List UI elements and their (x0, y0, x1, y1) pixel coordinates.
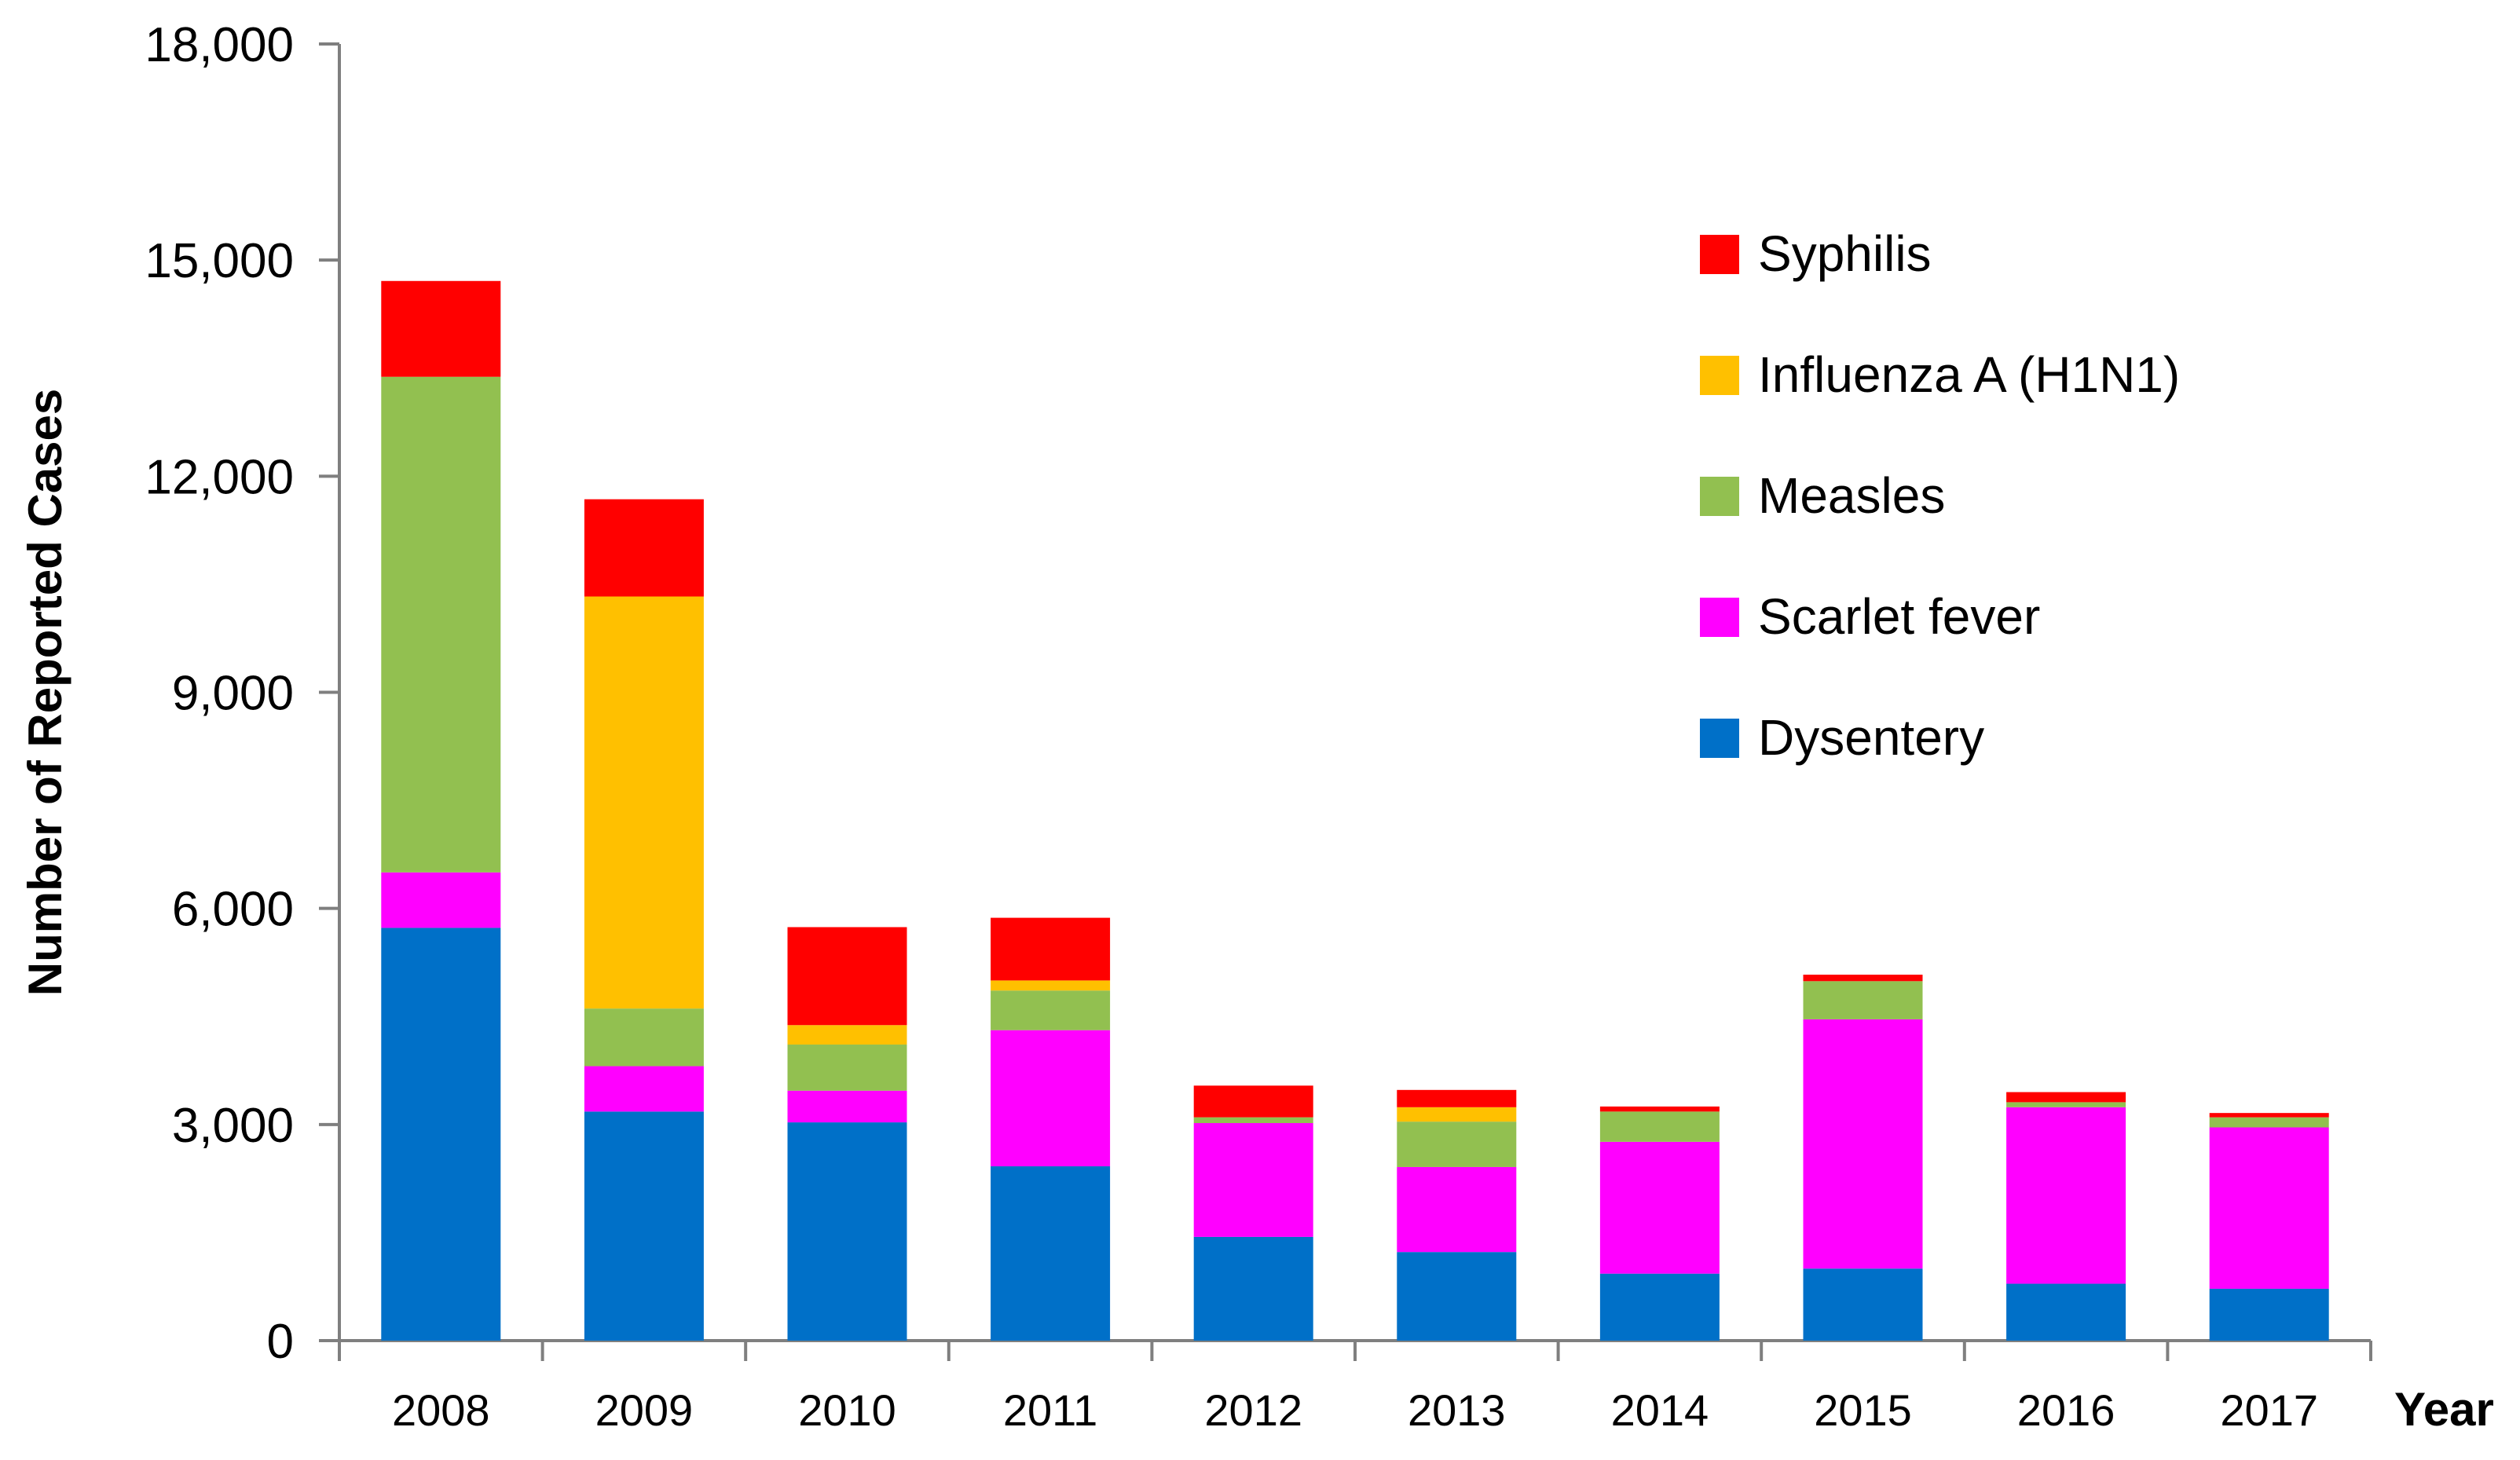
legend-swatch (1700, 719, 1739, 758)
bar-dysentery-2008 (381, 928, 501, 1341)
bar-measles-2011 (991, 990, 1111, 1030)
bar-scarlet-fever-2009 (584, 1066, 704, 1112)
bar-measles-2017 (2209, 1117, 2329, 1128)
x-tick-label: 2013 (1408, 1385, 1506, 1435)
bar-measles-2012 (1193, 1117, 1313, 1123)
bar-influenza-a-h1n1-2013 (1397, 1107, 1517, 1122)
bar-syphilis-2009 (584, 499, 704, 597)
bar-stack-2012 (1193, 1085, 1313, 1341)
legend-item-scarlet-fever: Scarlet fever (1700, 588, 2040, 645)
x-tick-label: 2015 (1814, 1385, 1912, 1435)
bar-syphilis-2012 (1193, 1085, 1313, 1118)
bar-scarlet-fever-2016 (2006, 1107, 2126, 1284)
x-tick-label: 2014 (1611, 1385, 1709, 1435)
bar-stack-2008 (381, 280, 501, 1341)
bar-scarlet-fever-2010 (787, 1090, 907, 1123)
bar-scarlet-fever-2013 (1397, 1166, 1517, 1253)
bar-scarlet-fever-2012 (1193, 1122, 1313, 1237)
legend-item-measles: Measles (1700, 467, 1945, 524)
bar-measles-2013 (1397, 1122, 1517, 1167)
bar-dysentery-2013 (1397, 1252, 1517, 1341)
bar-syphilis-2014 (1599, 1106, 1720, 1112)
legend-swatch (1700, 477, 1739, 516)
x-axis-ticks: 2008 2009 2010 2011 2012 2013 2014 2015 2016 2017 (338, 1341, 2372, 1435)
y-axis-ticks: 0 3,000 6,000 9,000 12,000 15,000 18,000 (145, 18, 339, 1369)
bar-measles-2016 (2006, 1102, 2126, 1107)
bar-stack-2009 (584, 499, 704, 1341)
legend: Syphilis Influenza A (H1N1) Measles Scarlet… (1700, 225, 2180, 766)
bar-stacks (381, 280, 2329, 1341)
y-tick-label: 18,000 (145, 18, 294, 72)
bar-stack-2014 (1599, 1106, 1720, 1341)
bar-dysentery-2016 (2006, 1283, 2126, 1341)
bar-dysentery-2011 (991, 1166, 1111, 1341)
y-tick-label: 9,000 (172, 667, 294, 721)
bar-syphilis-2016 (2006, 1092, 2126, 1103)
legend-swatch (1700, 356, 1739, 395)
bar-stack-2010 (787, 927, 907, 1341)
bar-syphilis-2013 (1397, 1089, 1517, 1107)
bar-stack-2011 (991, 917, 1111, 1341)
x-axis-title: Year (2394, 1383, 2494, 1436)
legend-swatch (1700, 598, 1739, 637)
bar-measles-2015 (1803, 981, 1923, 1019)
bar-dysentery-2012 (1193, 1236, 1313, 1341)
legend-item-dysentery: Dysentery (1700, 709, 1984, 766)
bar-measles-2014 (1599, 1111, 1720, 1142)
bar-syphilis-2010 (787, 927, 907, 1026)
legend-label: Dysentery (1758, 709, 1984, 766)
x-tick-label: 2009 (595, 1385, 694, 1435)
y-tick-label: 6,000 (172, 883, 294, 937)
legend-item-syphilis: Syphilis (1700, 225, 1932, 282)
bar-scarlet-fever-2015 (1803, 1019, 1923, 1269)
x-tick-label: 2016 (2017, 1385, 2115, 1435)
legend-item-influenza-a-h1n1: Influenza A (H1N1) (1700, 346, 2180, 403)
bar-syphilis-2017 (2209, 1113, 2329, 1118)
bar-influenza-a-h1n1-2010 (787, 1025, 907, 1045)
legend-swatch (1700, 235, 1739, 274)
bar-syphilis-2015 (1803, 975, 1923, 982)
bar-dysentery-2017 (2209, 1288, 2329, 1341)
y-tick-label: 12,000 (145, 450, 294, 504)
legend-label: Influenza A (H1N1) (1758, 346, 2180, 403)
bar-stack-2017 (2209, 1113, 2329, 1341)
bar-stack-2016 (2006, 1092, 2126, 1341)
bar-scarlet-fever-2011 (991, 1030, 1111, 1167)
legend-label: Scarlet fever (1758, 588, 2040, 645)
bar-influenza-a-h1n1-2009 (584, 596, 704, 1009)
bar-measles-2010 (787, 1045, 907, 1091)
x-tick-label: 2011 (1003, 1385, 1097, 1435)
bar-scarlet-fever-2014 (1599, 1141, 1720, 1274)
bar-stack-2015 (1803, 975, 1923, 1341)
bar-measles-2009 (584, 1008, 704, 1067)
bar-syphilis-2011 (991, 917, 1111, 981)
bar-dysentery-2014 (1599, 1273, 1720, 1341)
bar-syphilis-2008 (381, 280, 501, 377)
legend-label: Syphilis (1758, 225, 1932, 282)
bar-dysentery-2015 (1803, 1268, 1923, 1341)
x-tick-label: 2012 (1204, 1385, 1302, 1435)
y-tick-label: 0 (267, 1315, 294, 1369)
bar-stack-2013 (1397, 1089, 1517, 1341)
y-axis-title: Number of Reported Cases (19, 389, 71, 997)
y-tick-label: 15,000 (145, 234, 294, 288)
bar-influenza-a-h1n1-2011 (991, 980, 1111, 991)
bar-scarlet-fever-2017 (2209, 1127, 2329, 1289)
x-tick-label: 2017 (2220, 1385, 2318, 1435)
x-tick-label: 2010 (798, 1385, 896, 1435)
bar-measles-2008 (381, 376, 501, 873)
legend-label: Measles (1758, 467, 1945, 524)
bar-scarlet-fever-2008 (381, 872, 501, 928)
y-tick-label: 3,000 (172, 1099, 294, 1153)
bar-dysentery-2010 (787, 1122, 907, 1341)
x-tick-label: 2008 (392, 1385, 490, 1435)
bar-dysentery-2009 (584, 1111, 704, 1341)
